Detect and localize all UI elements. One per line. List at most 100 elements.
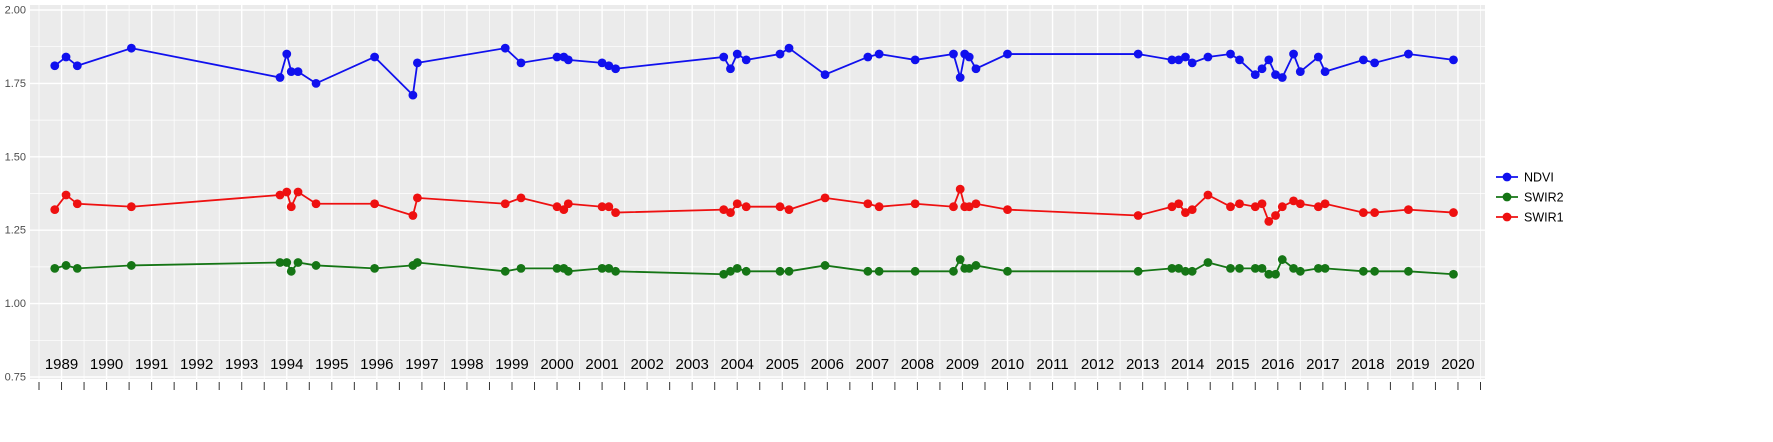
data-point [597, 202, 607, 212]
legend-item-swir2: SWIR2 [1496, 191, 1564, 205]
x-tick-label: 1996 [360, 356, 393, 373]
data-point [949, 202, 958, 212]
data-point [72, 263, 82, 273]
x-tick-label: 2016 [1261, 356, 1294, 373]
y-tick-label: 1.25 [5, 225, 26, 237]
data-point [784, 205, 794, 215]
x-axis-ticks [38, 382, 1481, 390]
data-point [311, 79, 321, 88]
legend-label: NDVI [1524, 171, 1554, 185]
data-point [1174, 199, 1184, 209]
data-point [1133, 49, 1143, 59]
data-point [964, 52, 974, 62]
data-point [719, 269, 729, 279]
data-point [408, 90, 418, 100]
x-tick-label: 2006 [811, 356, 844, 373]
data-point [293, 187, 303, 197]
data-point [874, 49, 884, 59]
data-point [1295, 199, 1305, 209]
data-point [775, 202, 785, 212]
y-tick-label: 1.75 [5, 78, 26, 90]
data-point [1289, 196, 1298, 206]
data-point [1404, 205, 1413, 215]
grid-minor [30, 5, 1485, 379]
data-point [286, 202, 296, 212]
data-point [1313, 263, 1323, 273]
data-point [604, 263, 614, 273]
x-tick-label: 2009 [946, 356, 979, 373]
data-point [516, 58, 526, 68]
data-point [863, 266, 873, 276]
data-point [1257, 263, 1267, 273]
legend-key-point-icon [1502, 172, 1512, 182]
data-point [293, 67, 303, 77]
data-point [1257, 64, 1267, 74]
data-point [1264, 269, 1274, 279]
data-point [1264, 216, 1274, 226]
x-tick-label: 2007 [856, 356, 889, 373]
data-point [1235, 263, 1244, 273]
x-tick-label: 2020 [1441, 356, 1474, 373]
x-tick-label: 2003 [675, 356, 708, 373]
data-point [604, 202, 614, 212]
data-point [597, 263, 607, 273]
data-point [949, 266, 958, 276]
data-point [1003, 49, 1012, 59]
data-point [1181, 266, 1190, 276]
data-point [516, 263, 526, 273]
data-point [1271, 70, 1280, 79]
data-point [275, 190, 285, 200]
data-point [719, 205, 729, 215]
legend: NDVI SWIR2 SWIR1 [1496, 171, 1564, 225]
data-point [955, 255, 965, 264]
plot-panel [30, 5, 1485, 379]
data-point [412, 193, 422, 203]
data-point [863, 52, 873, 62]
x-tick-label: 1997 [405, 356, 438, 373]
data-point [1235, 55, 1244, 65]
data-point [1167, 55, 1177, 65]
data-point [1174, 263, 1184, 273]
legend-label: SWIR1 [1524, 211, 1564, 225]
data-point [563, 199, 573, 209]
data-point [500, 266, 510, 276]
data-point [408, 211, 418, 220]
data-point [820, 70, 830, 79]
data-point [282, 187, 292, 197]
data-point [1358, 266, 1368, 276]
x-tick-label: 2014 [1171, 356, 1204, 373]
data-point [1358, 55, 1368, 65]
data-point [1320, 263, 1330, 273]
data-point [1181, 208, 1190, 217]
y-tick-label: 1.00 [5, 298, 26, 310]
data-point [275, 73, 285, 82]
data-point [370, 52, 380, 62]
data-point [820, 261, 830, 270]
grid-major [30, 5, 1485, 379]
data-point [293, 258, 303, 267]
data-point [910, 199, 920, 209]
data-point [1003, 205, 1012, 215]
data-point [732, 199, 742, 209]
data-point [1313, 52, 1323, 62]
data-point [516, 193, 526, 203]
data-point [1295, 266, 1305, 276]
data-point [955, 184, 965, 194]
data-point [1187, 205, 1197, 215]
x-tick-label: 2012 [1081, 356, 1114, 373]
data-point [370, 263, 380, 273]
data-point [784, 266, 794, 276]
data-point [863, 199, 873, 209]
data-point [726, 266, 735, 276]
data-point [784, 43, 794, 53]
y-tick-label: 2.00 [5, 5, 26, 17]
data-point [61, 190, 71, 200]
data-point [732, 263, 742, 273]
data-point [1295, 67, 1305, 77]
data-point [741, 202, 751, 212]
data-point [964, 263, 974, 273]
x-tick-label: 2005 [766, 356, 799, 373]
legend-key-point-icon [1502, 212, 1512, 222]
x-tick-label: 2017 [1306, 356, 1339, 373]
